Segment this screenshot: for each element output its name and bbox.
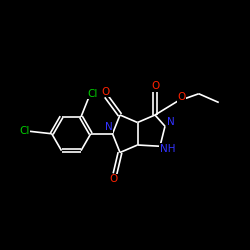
Text: Cl: Cl	[19, 126, 30, 136]
Text: NH: NH	[160, 144, 175, 154]
Text: O: O	[177, 92, 186, 102]
Text: N: N	[105, 122, 112, 132]
Text: O: O	[101, 87, 109, 97]
Text: O: O	[110, 174, 118, 184]
Text: N: N	[168, 118, 175, 128]
Text: O: O	[151, 81, 159, 91]
Text: Cl: Cl	[87, 88, 98, 99]
